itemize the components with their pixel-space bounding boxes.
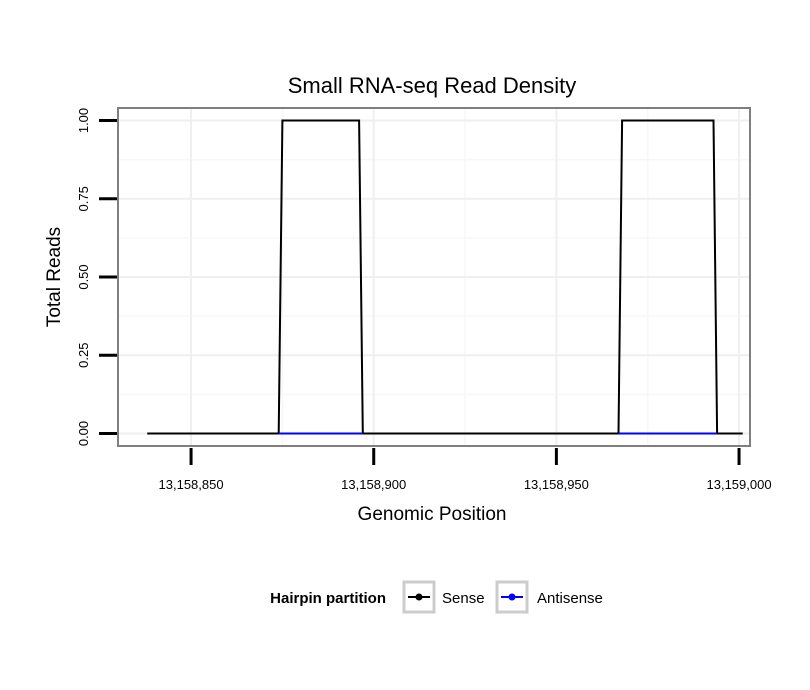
legend-title: Hairpin partition [270, 590, 386, 607]
series-line-sense [147, 119, 743, 435]
x-tick-label: 13,158,950 [524, 477, 589, 492]
grid [118, 108, 750, 446]
legend-label-sense: Sense [442, 590, 485, 607]
y-tick-label: 0.00 [76, 421, 91, 446]
series-layer [147, 119, 743, 435]
plot-panel-border [117, 107, 751, 447]
legend-key-sense-point [415, 593, 423, 601]
x-axis: 13,158,850 13,158,900 13,158,950 13,159,000 [159, 448, 772, 492]
chart-title: Small RNA-seq Read Density [288, 73, 577, 98]
y-tick-label: 0.25 [76, 343, 91, 368]
y-axis-title: Total Reads [44, 227, 65, 327]
x-tick-label: 13,159,000 [707, 477, 772, 492]
y-tick-label: 0.75 [76, 186, 91, 211]
y-tick-label: 1.00 [76, 108, 91, 133]
x-tick-label: 13,158,900 [341, 477, 406, 492]
x-tick-label: 13,158,850 [159, 477, 224, 492]
y-axis: 0.00 0.25 0.50 0.75 1.00 [76, 108, 117, 446]
y-tick-label: 0.50 [76, 264, 91, 289]
legend: Hairpin partition Sense Antisense [270, 580, 603, 614]
legend-label-antisense: Antisense [537, 590, 603, 607]
legend-key-antisense-point [508, 593, 516, 601]
x-axis-title: Genomic Position [358, 504, 507, 525]
